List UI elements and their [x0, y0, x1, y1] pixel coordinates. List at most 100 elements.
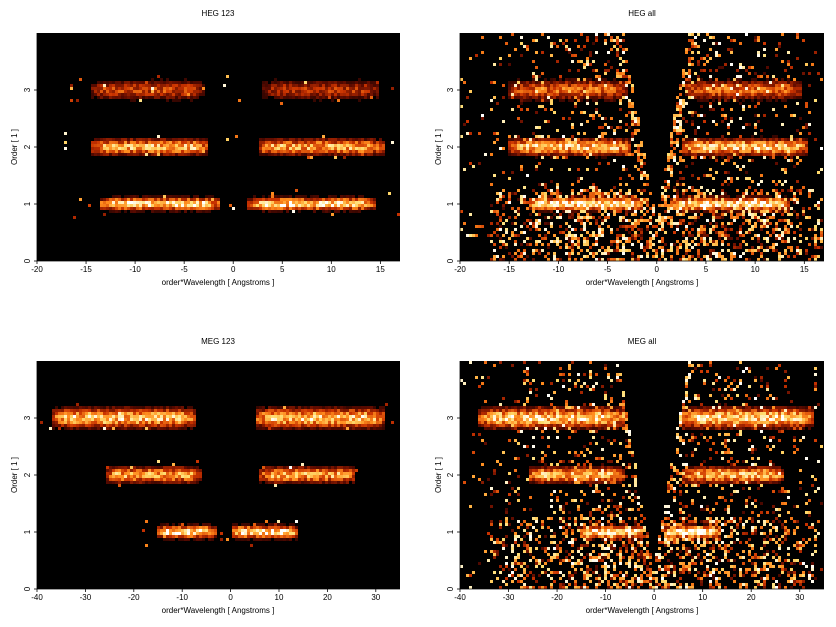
heatmap-cell	[778, 204, 781, 207]
heatmap-cell	[766, 207, 769, 210]
heatmap-cell	[637, 159, 640, 162]
heatmap-cell	[751, 225, 754, 228]
heatmap-cell	[514, 216, 517, 219]
heatmap-cell	[589, 210, 592, 213]
heatmap-cell	[91, 141, 94, 144]
heatmap-cell	[178, 418, 181, 421]
heatmap-cell	[571, 240, 574, 243]
heatmap-cell	[514, 228, 517, 231]
heatmap-cell	[691, 111, 694, 114]
heatmap-cell	[139, 210, 142, 213]
heatmap-cell	[697, 81, 700, 84]
heatmap-cell	[688, 186, 691, 189]
heatmap-cell	[277, 81, 280, 84]
heatmap-cell	[805, 144, 808, 147]
heatmap-cell	[130, 198, 133, 201]
heatmap-cell	[805, 141, 808, 144]
heatmap-cell	[610, 210, 613, 213]
heatmap-cell	[604, 204, 607, 207]
heatmap-cell	[199, 150, 202, 153]
heatmap-cell	[709, 81, 712, 84]
heatmap-cell	[769, 147, 772, 150]
heatmap-cell	[730, 252, 733, 255]
heatmap-cell	[736, 207, 739, 210]
heatmap-cell	[97, 418, 100, 421]
heatmap-cell	[181, 87, 184, 90]
heatmap-cell	[610, 141, 613, 144]
heatmap-cell	[769, 222, 772, 225]
heatmap-cell	[373, 153, 376, 156]
heatmap-cell	[133, 150, 136, 153]
heatmap-cell	[289, 204, 292, 207]
heatmap-cell	[601, 252, 604, 255]
heatmap-cell	[589, 90, 592, 93]
heatmap-cell	[688, 255, 691, 258]
heatmap-cell	[673, 123, 676, 126]
heatmap-cell	[637, 258, 640, 261]
heatmap-cell	[697, 216, 700, 219]
heatmap-cell	[697, 114, 700, 117]
heatmap-cell	[721, 93, 724, 96]
heatmap-cell	[772, 249, 775, 252]
heatmap-cell	[265, 144, 268, 147]
heatmap-cell	[769, 96, 772, 99]
heatmap-cell	[769, 141, 772, 144]
heatmap-cell	[730, 144, 733, 147]
heatmap-cell	[790, 207, 793, 210]
heatmap-cell	[775, 153, 778, 156]
heatmap-cell	[631, 102, 634, 105]
heatmap-cell	[700, 195, 703, 198]
heatmap-cell	[133, 406, 136, 409]
heatmap-cell	[544, 210, 547, 213]
heatmap-cell	[550, 150, 553, 153]
heatmap-cell	[610, 81, 613, 84]
heatmap-cell	[697, 255, 700, 258]
heatmap-cell	[784, 180, 787, 183]
heatmap-cell	[340, 201, 343, 204]
heatmap-cell	[193, 150, 196, 153]
heatmap-cell	[136, 90, 139, 93]
heatmap-cell	[814, 204, 817, 207]
heatmap-cell	[763, 144, 766, 147]
heatmap-cell	[367, 412, 370, 415]
heatmap-cell	[538, 198, 541, 201]
heatmap-cell	[745, 153, 748, 156]
heatmap-cell	[502, 84, 505, 87]
heatmap-cell	[376, 96, 379, 99]
heatmap-cell	[733, 219, 736, 222]
heatmap-cell	[721, 141, 724, 144]
heatmap-cell	[619, 189, 622, 192]
heatmap-cell	[757, 237, 760, 240]
heatmap-cell	[784, 84, 787, 87]
heatmap-cell	[310, 144, 313, 147]
heatmap-cell	[142, 412, 145, 415]
heatmap-cell	[583, 87, 586, 90]
heatmap-cell	[616, 72, 619, 75]
heatmap-cell	[583, 111, 586, 114]
heatmap-cell	[529, 204, 532, 207]
heatmap-cell	[175, 141, 178, 144]
heatmap-cell	[775, 201, 778, 204]
heatmap-cell	[595, 84, 598, 87]
heatmap-cell	[709, 87, 712, 90]
heatmap-cell	[106, 87, 109, 90]
heatmap-cell	[757, 54, 760, 57]
heatmap-cell	[547, 36, 550, 39]
heatmap-cell	[700, 90, 703, 93]
heatmap-cell	[139, 153, 142, 156]
heatmap-cell	[148, 87, 151, 90]
heatmap-cell	[565, 201, 568, 204]
heatmap-cell	[250, 204, 253, 207]
heatmap-cell	[793, 237, 796, 240]
heatmap-cell	[316, 144, 319, 147]
heatmap-cell	[535, 75, 538, 78]
heatmap-cell	[580, 201, 583, 204]
heatmap-cell	[739, 195, 742, 198]
heatmap-cell	[367, 198, 370, 201]
heatmap-cell	[271, 153, 274, 156]
heatmap-cell	[751, 249, 754, 252]
heatmap-cell	[181, 138, 184, 141]
heatmap-cell	[769, 90, 772, 93]
heatmap-cell	[151, 198, 154, 201]
heatmap-cell	[646, 174, 649, 177]
